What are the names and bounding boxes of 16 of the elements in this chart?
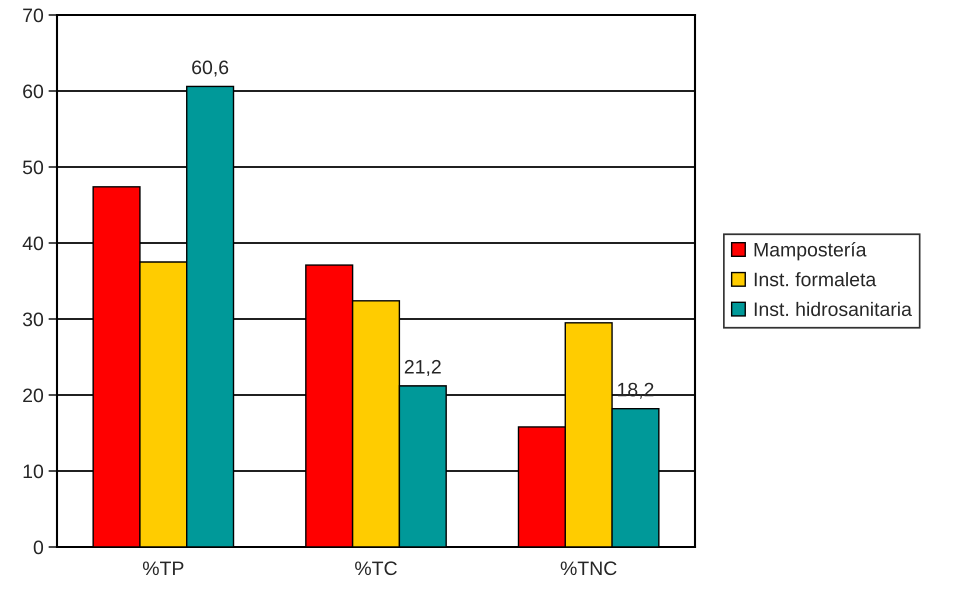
y-tick-label: 60 [23,84,44,98]
y-tick-label: 40 [22,236,44,250]
y-tick-label: 50 [22,160,44,174]
x-tick-label: %TC [355,561,397,576]
x-tick-label: %TP [142,561,184,576]
legend-label: Mampostería [754,242,866,260]
y-tick-label: 30 [22,312,44,326]
y-tick-label: 70 [23,8,44,22]
data-label: 21,2 [404,360,441,376]
data-label: 60,6 [192,60,228,77]
y-tick-label: 0 [34,540,44,554]
legend-label: Inst. hidrosanitaria [754,302,912,316]
x-tick-label: %TNC [560,561,617,576]
y-tick-label: 20 [23,388,44,402]
y-tick-label: 10 [24,464,44,478]
legend-label: Inst. formaleta [754,272,876,286]
